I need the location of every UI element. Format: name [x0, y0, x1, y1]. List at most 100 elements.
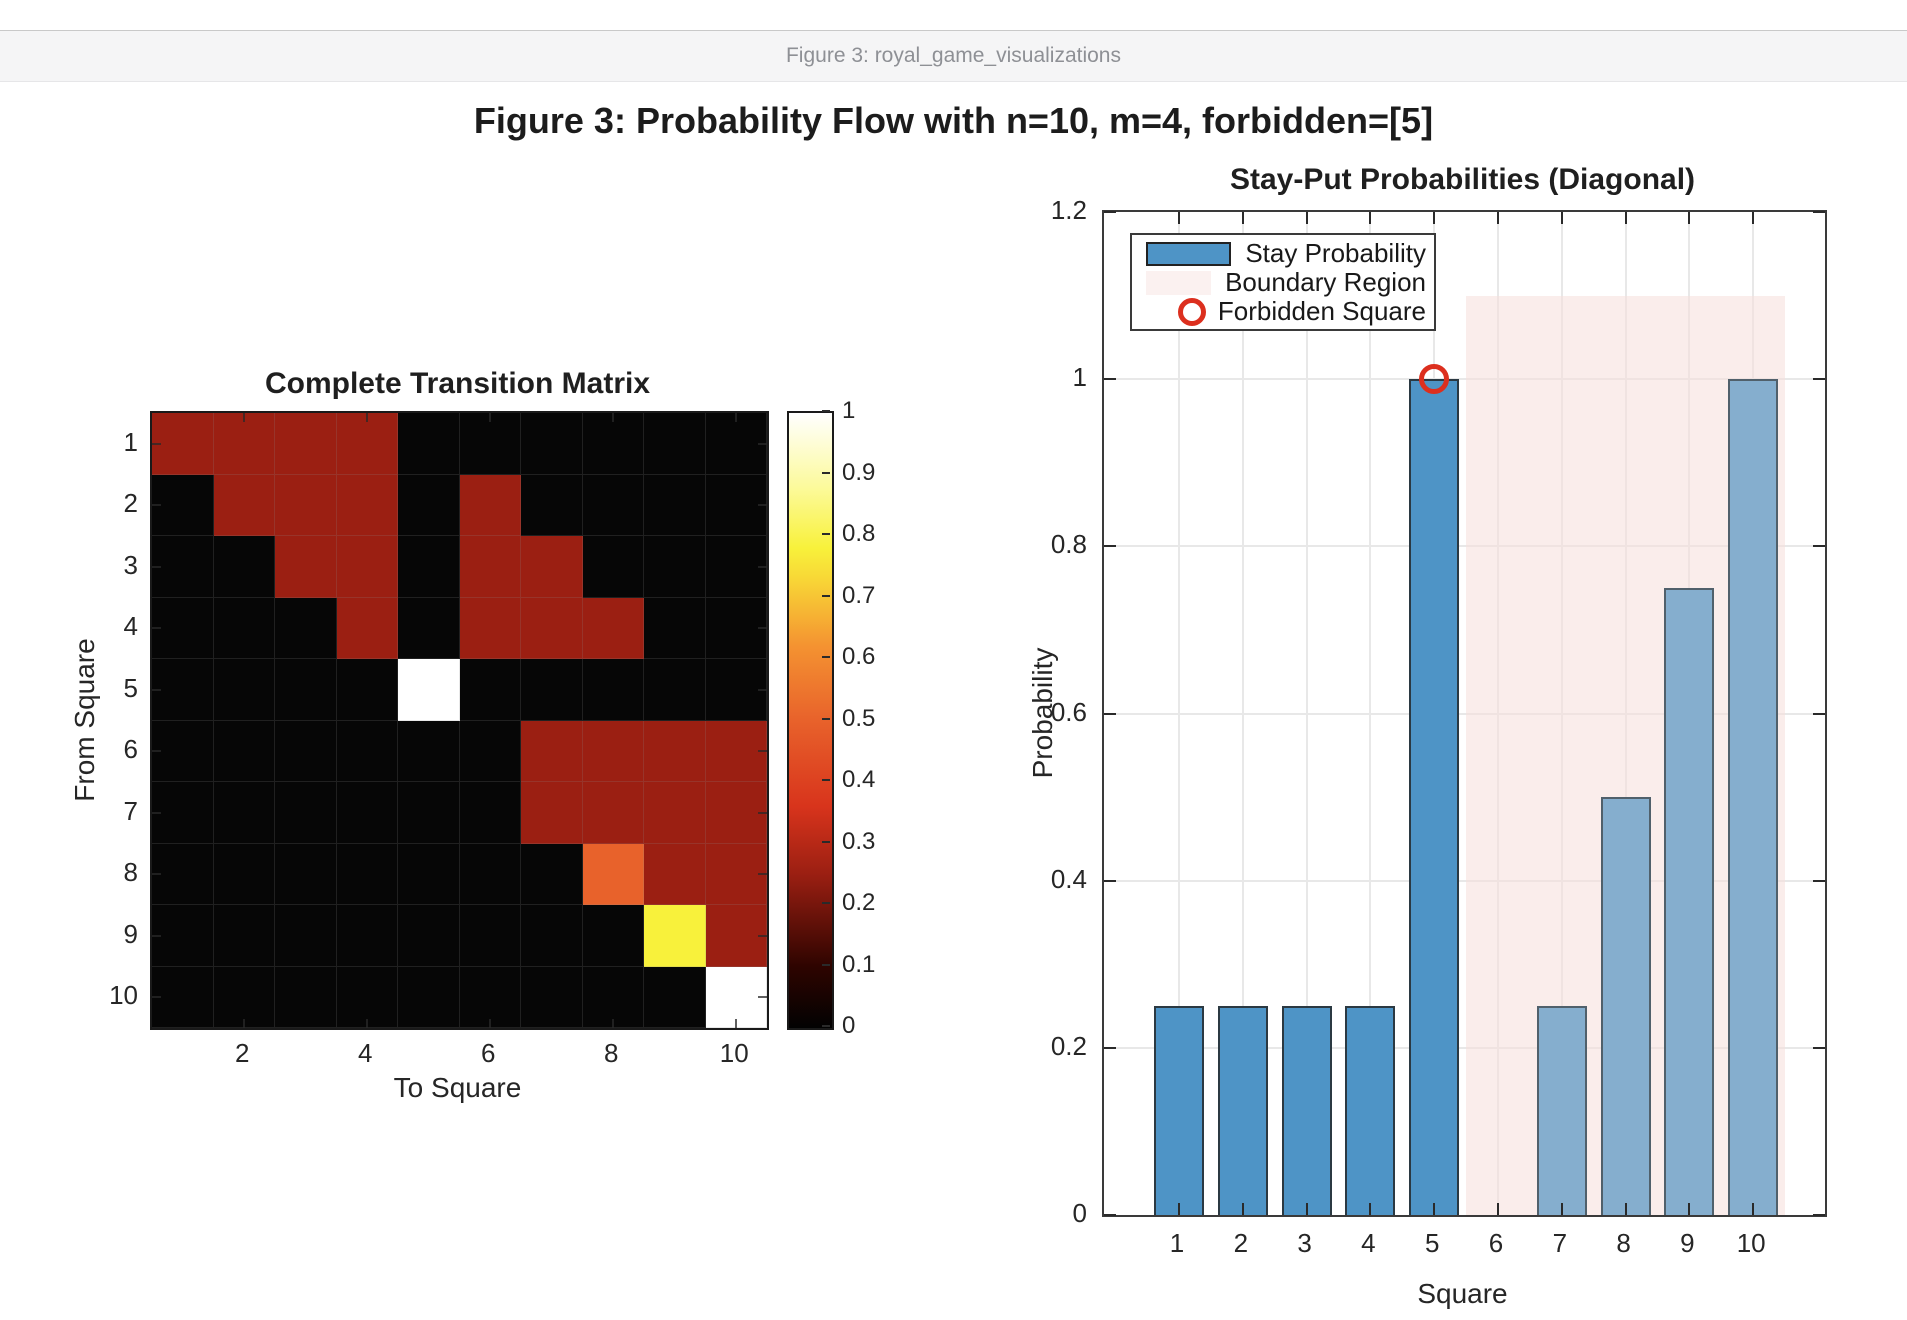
colorbar-tick-label: 0.4: [842, 766, 876, 793]
colorbar-tick-label: 0.5: [842, 704, 876, 732]
colorbar-tick: [822, 779, 830, 781]
heatmap-cell: [336, 782, 398, 844]
heatmap-cell: [644, 474, 706, 536]
heatmap-cell: [521, 966, 583, 1028]
bar: [1217, 1006, 1268, 1215]
x-tick-label: 5: [1424, 1228, 1440, 1258]
y-tick: [1813, 879, 1825, 882]
colorbar-tick: [822, 717, 830, 720]
y-tick: [1104, 1214, 1116, 1216]
heatmap-cell: [275, 659, 337, 721]
heatmap-cell: [213, 597, 275, 659]
x-tick: [1369, 212, 1372, 224]
heatmap-cell: [582, 782, 644, 844]
heatmap-cell: [152, 782, 214, 844]
x-tick: [1369, 1203, 1372, 1215]
heatmap-cell: [521, 659, 583, 721]
heatmap-cell: [336, 843, 398, 905]
heatmap-ylabel: From Square: [69, 638, 100, 802]
colorbar-tick-label: 0.1: [842, 950, 876, 978]
heatmap-cell: [275, 413, 337, 475]
heatmap-cell: [398, 720, 460, 782]
x-tick: [1433, 212, 1436, 224]
colorbar-tick: [822, 963, 830, 966]
legend-swatch-boundary: [1146, 270, 1212, 295]
heatmap-y-tick: [152, 934, 161, 937]
heatmap-cell: [213, 536, 275, 598]
heatmap-cell: [275, 474, 337, 536]
heatmap-col-label: 10: [719, 1038, 749, 1068]
heatmap-cell: [582, 597, 644, 659]
heatmap-cell: [459, 905, 521, 967]
heatmap-cell: [521, 843, 583, 905]
heatmap-x-tick: [489, 1019, 492, 1028]
heatmap-cell: [705, 536, 767, 598]
heatmap-col-label: 4: [358, 1038, 373, 1068]
heatmap-row-label: 10: [109, 980, 138, 1011]
x-tick: [1241, 1203, 1244, 1215]
barchart-xlabel: Square: [1417, 1278, 1508, 1309]
y-tick: [1104, 1046, 1116, 1049]
colorbar-tick: [822, 594, 830, 597]
y-tick-label: 0.8: [1050, 529, 1087, 560]
heatmap-cell: [398, 966, 460, 1028]
heatmap-cell: [152, 474, 214, 536]
heatmap-cell: [152, 597, 214, 659]
heatmap-cell: [398, 597, 460, 659]
colorbar-tick: [822, 1025, 830, 1027]
heatmap-cell: [705, 474, 767, 536]
figure-suptitle: Figure 3: Probability Flow with n=10, m=…: [473, 100, 1434, 141]
heatmap-y-tick: [152, 442, 161, 445]
y-tick: [1104, 211, 1116, 213]
heatmap-cell: [705, 597, 767, 659]
heatmap-cell: [152, 659, 214, 721]
heatmap-x-tick: [612, 1019, 615, 1028]
heatmap-x-tick: [366, 413, 369, 422]
heatmap-cell: [644, 843, 706, 905]
x-tick-label: 9: [1680, 1228, 1695, 1258]
x-tick: [1241, 212, 1244, 224]
heatmap-row-label: 1: [123, 426, 138, 457]
heatmap-y-tick: [758, 934, 767, 937]
heatmap-y-tick: [758, 873, 767, 876]
heatmap-cell: [152, 536, 214, 598]
heatmap-cell: [213, 659, 275, 721]
heatmap-y-tick: [152, 627, 161, 630]
legend-swatch-forbidden: [1146, 297, 1206, 326]
heatmap-cell: [521, 474, 583, 536]
y-tick: [1813, 545, 1825, 548]
heatmap-y-tick: [758, 627, 767, 630]
y-tick: [1104, 879, 1116, 882]
colorbar-tick: [822, 533, 830, 535]
heatmap-cell: [275, 966, 337, 1028]
heatmap-x-tick: [735, 1019, 738, 1028]
bar: [1664, 588, 1715, 1215]
heatmap-x-tick: [612, 413, 615, 422]
heatmap-cell: [459, 536, 521, 598]
heatmap-y-tick: [152, 565, 161, 568]
colorbar-tick-label: 1: [842, 397, 856, 424]
legend: Stay Probability Boundary Region Forbidden…: [1130, 233, 1436, 331]
y-tick-label: 0: [1072, 1198, 1087, 1228]
legend-entry: Boundary Region: [1146, 267, 1426, 297]
heatmap-cell: [644, 720, 706, 782]
barchart-title: Stay-Put Probabilities (Diagonal): [1229, 163, 1696, 196]
colorbar-tick-label: 0.9: [842, 458, 876, 486]
x-tick: [1305, 212, 1308, 224]
legend-entry: Forbidden Square: [1146, 296, 1426, 326]
heatmap-row-label: 4: [123, 611, 138, 642]
legend-label: Stay Probability: [1245, 238, 1426, 268]
legend-forbidden-ring: [1178, 297, 1206, 326]
forbidden-square-marker: [1419, 364, 1450, 395]
heatmap-cell: [582, 474, 644, 536]
heatmap-cell: [152, 843, 214, 905]
h-gridline: [1104, 545, 1825, 548]
heatmap-cell: [152, 413, 214, 475]
bar: [1600, 797, 1651, 1215]
heatmap-cell: [521, 536, 583, 598]
x-tick: [1560, 212, 1563, 224]
heatmap-cell: [275, 536, 337, 598]
heatmap-y-tick: [758, 504, 767, 507]
heatmap-col-label: 2: [235, 1038, 250, 1068]
